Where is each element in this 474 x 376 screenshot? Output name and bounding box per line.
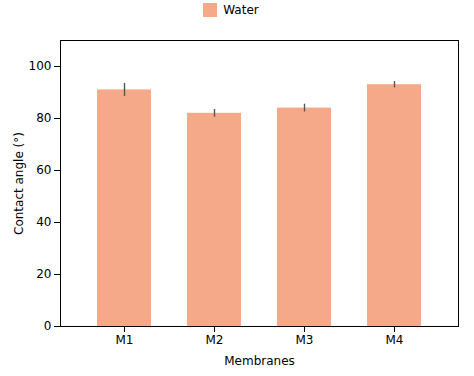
svg-text:80: 80: [36, 111, 51, 125]
svg-text:Contact angle (°): Contact angle (°): [12, 132, 26, 235]
svg-text:M4: M4: [386, 333, 404, 347]
svg-text:40: 40: [36, 215, 51, 229]
svg-text:M3: M3: [296, 333, 314, 347]
svg-text:M1: M1: [116, 333, 134, 347]
svg-text:0: 0: [44, 319, 52, 333]
svg-text:100: 100: [29, 59, 52, 73]
html-text:Water: Water: [223, 3, 259, 17]
svg-text:60: 60: [36, 163, 51, 177]
svg-text:Membranes: Membranes: [224, 354, 295, 368]
svg-text:M2: M2: [206, 333, 224, 347]
svg-text:20: 20: [36, 267, 51, 281]
